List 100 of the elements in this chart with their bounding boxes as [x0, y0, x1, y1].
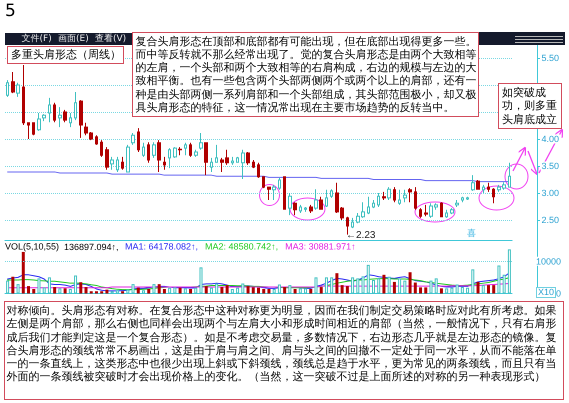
candlestick [445, 209, 448, 218]
candlestick [105, 146, 109, 170]
bar [278, 284, 281, 294]
bar [230, 288, 234, 294]
annotation: ←2.23 [346, 230, 376, 242]
bar [32, 288, 36, 294]
candlestick [424, 204, 428, 217]
candlestick [215, 144, 218, 163]
bar [440, 288, 443, 294]
bar [304, 288, 308, 294]
bar [388, 276, 391, 294]
candlestick [476, 180, 480, 190]
bar [502, 274, 506, 294]
candlestick [346, 216, 349, 236]
bar [392, 282, 396, 294]
candlestick [461, 196, 464, 203]
candlestick [267, 186, 271, 201]
bar [298, 288, 302, 294]
candlestick [6, 80, 9, 98]
bar [241, 284, 244, 294]
bar [267, 288, 270, 294]
candlestick [63, 109, 67, 123]
bar [283, 287, 286, 294]
candlestick [121, 156, 124, 170]
candlestick [42, 114, 46, 122]
text: 画面(E) [58, 33, 89, 45]
bar [372, 280, 375, 294]
candlestick [147, 142, 150, 164]
line-series [7, 272, 510, 292]
candlestick [382, 191, 386, 201]
candlestick [22, 64, 25, 126]
text: MA3: 30881.971↑ [285, 242, 356, 252]
candlestick [440, 202, 443, 218]
bar [162, 288, 166, 294]
candlestick [116, 156, 119, 172]
candlestick [367, 196, 370, 215]
bar [272, 288, 276, 294]
bar [64, 288, 67, 294]
candlestick [466, 196, 469, 201]
bar [236, 288, 240, 294]
candlestick [272, 184, 276, 201]
candlestick [325, 189, 328, 208]
y-tick-label: 3.50 [541, 160, 559, 171]
bar [68, 288, 72, 294]
bar [200, 267, 203, 294]
bar [335, 273, 338, 294]
bar [126, 290, 130, 294]
bar [6, 280, 10, 294]
text: 文件(F) [22, 33, 52, 45]
bar [53, 287, 56, 294]
bar [252, 287, 255, 294]
candlestick [236, 156, 239, 164]
bar [194, 288, 198, 294]
candlestick [304, 206, 307, 212]
bar [74, 275, 78, 294]
candlestick [283, 176, 286, 210]
bar [288, 285, 292, 294]
bar [136, 288, 140, 294]
candlestick [131, 132, 135, 146]
y-tick-label: 0 [556, 288, 561, 298]
candlestick [414, 186, 417, 210]
bar [226, 285, 229, 294]
candlestick [69, 112, 72, 128]
bar [362, 276, 365, 294]
candlestick [157, 140, 161, 172]
text: MA2: 48580.742↑, [205, 242, 278, 252]
bar [11, 276, 14, 294]
candlestick [199, 132, 203, 150]
bar [408, 272, 412, 294]
y-tick-label: 3.00 [541, 188, 559, 198]
bar [403, 280, 406, 294]
bar [366, 264, 370, 294]
candlestick [314, 188, 318, 210]
candlestick [126, 144, 130, 172]
bar [147, 288, 150, 294]
candlestick [288, 192, 292, 216]
bar [492, 285, 496, 294]
bar [419, 287, 422, 294]
bar [158, 284, 161, 294]
candlestick [27, 122, 30, 140]
y-tick-label: 2.50 [541, 215, 559, 226]
text: 对称倾向。头肩形态有对称。在复合形态中这种对称更为明显，因而在我们制定交易策略时应对此有所考虑。如果左侧是两个肩部，那么右侧也同样会出现两个与左肩大小和形成时间相近的肩部（当然，一般情况下，只有右肩形成后我们才能判定这是一个复合形态）。如是不考虑交易量，多数情况下，右边形态几乎就是左边形态的镜像。复合头肩形态的颈线常常不易画出，这是由于肩与肩之间、肩与头之间的回撤不一定处于同一水平，从而不能落在单一的一条直线上，这类形态中也很少出现上斜或下斜颈线，颈线总是趋于水平，更为常见的两条颈线，而且只有当外面的一条颈线被突破时才会出现价格上的变化。（当然，这一突破不过是上面所述的对称的另一种表现形式） [4, 301, 564, 400]
bar [246, 286, 250, 294]
candlestick [492, 188, 495, 204]
bar [16, 284, 20, 294]
candlestick [137, 128, 140, 152]
candlestick [163, 156, 166, 170]
candlestick [330, 188, 333, 198]
candlestick [319, 196, 323, 210]
bar [215, 284, 218, 294]
candlestick [48, 97, 51, 123]
bar [377, 278, 380, 294]
bar [204, 286, 208, 294]
bar [429, 280, 432, 294]
line-series [7, 277, 510, 290]
bar [132, 284, 135, 294]
annotation: 复合头肩形态在顶部和底部都有可能出现，但在底部出现得更多一些。而中等反转就不那么经常出现了。觉的复合头肩形态是由两个大致相等的左肩，一个头部和两个大致相等的右肩构成，右边的规模与左边的大致相平衡。也有一些包含两个头部两侧两个或两个以上的肩部，还有一种是由头部两侧一系列肩部和一个头部组成，其头部范围极小，却又极具头肩形态的特征，这一情况常出现在主要市场趋势的反转当中。 [132, 32, 478, 117]
bar [168, 288, 172, 294]
chart-title: 多重头肩形态（周线） [7, 46, 124, 64]
bar [356, 278, 360, 294]
